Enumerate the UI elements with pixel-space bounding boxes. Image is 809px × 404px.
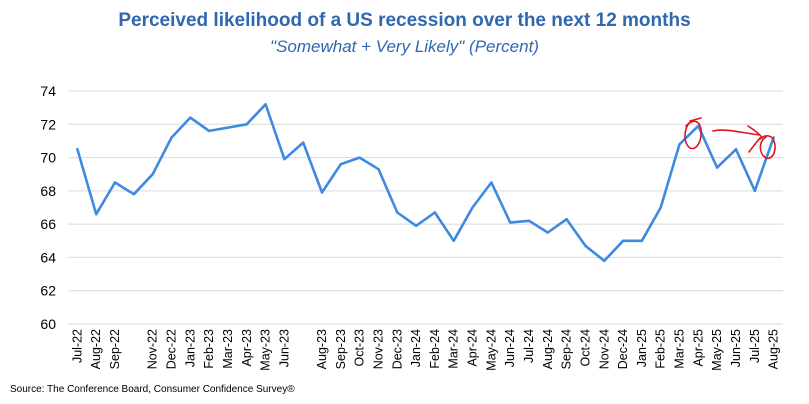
annotation-arrow bbox=[712, 125, 763, 153]
x-tick-label: Dec-24 bbox=[616, 329, 630, 369]
data-point bbox=[226, 126, 230, 129]
data-point bbox=[490, 181, 493, 184]
data-point bbox=[753, 189, 756, 193]
data-point bbox=[527, 219, 531, 223]
x-tick-label: Nov-24 bbox=[597, 329, 611, 369]
x-tick-label: Aug-25 bbox=[767, 329, 781, 369]
chart-source-note: Source: The Conference Board, Consumer C… bbox=[10, 384, 295, 395]
data-point bbox=[245, 123, 248, 126]
x-tick-label: Oct-24 bbox=[578, 329, 592, 367]
data-point bbox=[358, 156, 361, 159]
x-tick-label: Jan-25 bbox=[635, 329, 649, 367]
x-tick-label: Jun-24 bbox=[503, 329, 517, 367]
x-tick-label: Apr-23 bbox=[240, 329, 254, 367]
data-point bbox=[151, 173, 154, 176]
x-tick-label: Feb-24 bbox=[428, 329, 442, 369]
data-point bbox=[697, 124, 700, 128]
data-point bbox=[339, 163, 343, 166]
data-point bbox=[678, 143, 681, 146]
x-tick-label: Mar-25 bbox=[673, 329, 687, 369]
y-axis-tick-labels: 60 62 64 66 68 70 72 74 bbox=[40, 83, 56, 332]
data-point bbox=[189, 116, 192, 119]
x-tick-label: Oct-23 bbox=[353, 329, 367, 367]
data-point bbox=[715, 166, 719, 169]
y-tick-label: 70 bbox=[40, 150, 56, 166]
data-point bbox=[452, 239, 455, 242]
x-tick-label: Dec-23 bbox=[390, 329, 404, 369]
x-tick-label: Jun-23 bbox=[277, 329, 291, 367]
data-point bbox=[734, 148, 738, 151]
data-point bbox=[113, 181, 117, 184]
x-tick-label: May-25 bbox=[710, 329, 724, 371]
data-point bbox=[603, 259, 606, 262]
x-tick-label: Jul-24 bbox=[522, 329, 536, 363]
x-tick-label: Sep-24 bbox=[560, 329, 574, 369]
x-tick-label: Aug-24 bbox=[541, 329, 555, 369]
data-point bbox=[132, 192, 136, 196]
x-tick-label: Aug-23 bbox=[315, 329, 329, 369]
x-tick-label: Jun-25 bbox=[729, 329, 743, 367]
x-tick-label: Apr-25 bbox=[691, 329, 705, 367]
x-tick-label: Aug-22 bbox=[89, 329, 103, 369]
chart-title: Perceived likelihood of a US recession o… bbox=[118, 10, 691, 31]
x-tick-label: Mar-24 bbox=[447, 329, 461, 369]
x-tick-label: Sep-22 bbox=[108, 329, 122, 369]
data-point bbox=[301, 141, 305, 144]
x-tick-label: Jul-25 bbox=[748, 329, 762, 363]
data-point bbox=[320, 191, 324, 194]
x-tick-label: Dec-22 bbox=[164, 329, 178, 369]
x-tick-label: Feb-25 bbox=[654, 329, 668, 369]
y-tick-label: 68 bbox=[40, 183, 56, 199]
data-point bbox=[433, 211, 437, 214]
data-point bbox=[565, 217, 568, 221]
x-tick-label: Nov-22 bbox=[146, 329, 160, 369]
x-tick-label: Feb-23 bbox=[202, 329, 216, 369]
data-point bbox=[546, 231, 550, 234]
data-point bbox=[264, 103, 267, 106]
x-tick-label: Jul-22 bbox=[70, 329, 84, 363]
y-tick-label: 60 bbox=[40, 316, 56, 332]
x-tick-label: Sep-23 bbox=[334, 329, 348, 369]
y-tick-label: 64 bbox=[40, 249, 56, 265]
data-point bbox=[508, 221, 512, 224]
hand-drawn-annotations bbox=[684, 117, 776, 160]
data-point bbox=[471, 206, 474, 209]
data-point bbox=[95, 212, 98, 216]
data-point bbox=[640, 239, 644, 242]
x-tick-label: Nov-23 bbox=[371, 329, 385, 369]
x-tick-label: Mar-23 bbox=[221, 329, 235, 369]
y-tick-label: 62 bbox=[40, 283, 56, 299]
data-point bbox=[396, 211, 399, 214]
data-point bbox=[659, 206, 662, 209]
data-point bbox=[76, 148, 79, 151]
annotation-circle-apr-25 bbox=[684, 117, 702, 150]
y-tick-label: 74 bbox=[40, 83, 56, 99]
data-point bbox=[207, 129, 211, 133]
data-point bbox=[414, 224, 418, 228]
y-tick-label: 66 bbox=[40, 216, 56, 232]
x-axis-tick-labels: Jul-22 Aug-22 Sep-22 Nov-22 Dec-22 Jan-23 Feb-… bbox=[70, 329, 780, 371]
y-tick-label: 72 bbox=[40, 116, 56, 132]
data-point bbox=[584, 244, 587, 247]
data-point bbox=[621, 239, 625, 242]
x-tick-label: May-24 bbox=[484, 329, 498, 371]
data-point bbox=[170, 136, 173, 139]
annotation-circle-aug-25 bbox=[759, 135, 776, 160]
data-point bbox=[283, 158, 286, 161]
series-line bbox=[76, 103, 775, 263]
series-layer bbox=[76, 103, 775, 263]
x-tick-label: Jan-23 bbox=[183, 329, 197, 367]
grid-lines bbox=[68, 90, 783, 325]
data-point bbox=[377, 168, 380, 171]
x-tick-label: Apr-24 bbox=[466, 329, 480, 367]
x-tick-label: Jan-24 bbox=[409, 329, 423, 367]
x-tick-label: May-23 bbox=[259, 329, 273, 371]
chart-subtitle: "Somewhat + Very Likely" (Percent) bbox=[270, 37, 539, 56]
